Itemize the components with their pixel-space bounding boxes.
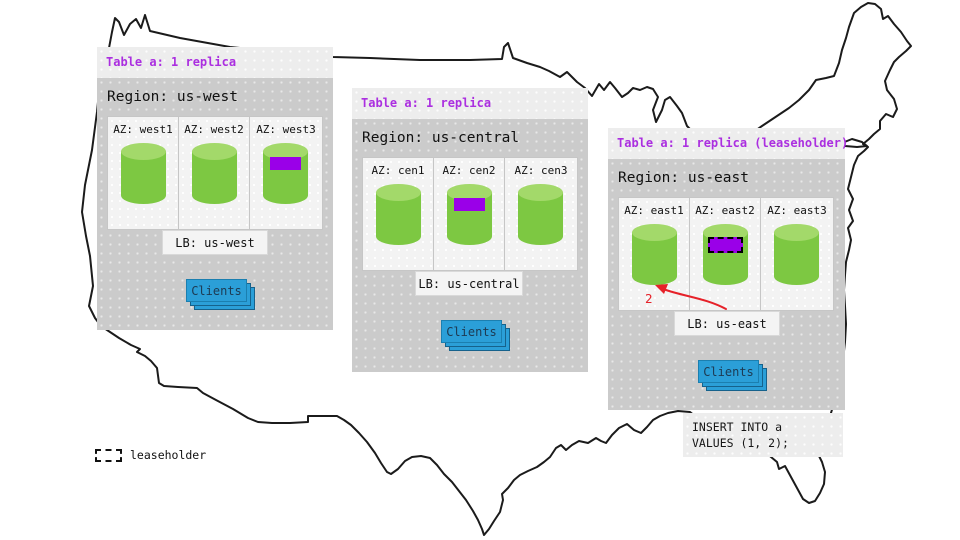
table-replica-label: Table a: 1 replica	[106, 55, 237, 69]
database-cylinder-icon	[774, 224, 819, 285]
sql-line-2: VALUES (1, 2);	[692, 436, 789, 450]
clients-button-us-central[interactable]: Clients	[441, 320, 502, 343]
az-cell-cen1: AZ: cen1	[362, 157, 434, 271]
sql-line-1: INSERT INTO a	[692, 420, 783, 434]
database-cylinder-icon	[703, 224, 748, 285]
clients-button-us-west[interactable]: Clients	[186, 279, 247, 302]
database-cylinder-icon	[447, 184, 492, 245]
az-cell-east3: AZ: east3	[760, 197, 834, 311]
region-title-us-east: Region: us-east	[618, 170, 749, 186]
region-panel-us-west: Table a: 1 replica Region: us-west AZ: w…	[97, 47, 333, 330]
az-cell-cen3: AZ: cen3	[504, 157, 578, 271]
database-cylinder-icon	[632, 224, 677, 285]
database-cylinder-icon	[518, 184, 563, 245]
database-cylinder-icon	[121, 143, 166, 204]
long-island-outline	[841, 138, 868, 148]
replica-chip	[454, 198, 485, 211]
az-cell-west2: AZ: west2	[178, 116, 250, 230]
az-strip-us-central: AZ: cen1 AZ: cen2 AZ: cen3	[362, 157, 578, 271]
table-header-us-east: Table a: 1 replica (leaseholder)	[608, 128, 849, 159]
az-label: AZ: east2	[695, 204, 755, 217]
az-label: AZ: east1	[624, 204, 684, 217]
load-balancer-us-central: LB: us-central	[415, 271, 523, 296]
database-cylinder-icon	[263, 143, 308, 204]
az-cell-cen2: AZ: cen2	[433, 157, 505, 271]
replica-chip	[270, 157, 301, 170]
az-label: AZ: cen1	[371, 164, 425, 177]
az-cell-east1: AZ: east1	[618, 197, 690, 311]
az-label: AZ: west1	[113, 123, 173, 136]
az-label: AZ: west2	[184, 123, 244, 136]
leaseholder-legend: leaseholder	[95, 448, 206, 462]
load-balancer-us-east: LB: us-east	[674, 311, 780, 336]
clients-button-us-east[interactable]: Clients	[698, 360, 759, 383]
table-header-us-west: Table a: 1 replica	[97, 47, 333, 78]
leaseholder-swatch-icon	[95, 448, 122, 462]
az-strip-us-east: AZ: east1 AZ: east2 AZ: east3	[618, 197, 834, 311]
az-cell-west1: AZ: west1	[107, 116, 179, 230]
database-cylinder-icon	[376, 184, 421, 245]
region-panel-us-central: Table a: 1 replica Region: us-central AZ…	[352, 88, 588, 372]
table-replica-leaseholder-label: Table a: 1 replica (leaseholder)	[617, 136, 849, 150]
region-panel-us-east: Table a: 1 replica (leaseholder) Region:…	[608, 128, 849, 410]
az-cell-west3: AZ: west3	[249, 116, 323, 230]
leaseholder-replica-chip	[708, 237, 743, 253]
az-label: AZ: west3	[256, 123, 316, 136]
region-title-us-west: Region: us-west	[107, 89, 238, 105]
region-title-us-central: Region: us-central	[362, 130, 520, 146]
load-balancer-us-west: LB: us-west	[162, 230, 268, 255]
sql-insert-note: INSERT INTO a VALUES (1, 2);	[683, 413, 843, 457]
az-label: AZ: cen2	[442, 164, 496, 177]
az-strip-us-west: AZ: west1 AZ: west2 AZ: west3	[107, 116, 323, 230]
az-label: AZ: east3	[767, 204, 827, 217]
az-label: AZ: cen3	[514, 164, 568, 177]
table-header-us-central: Table a: 1 replica	[352, 88, 588, 119]
az-cell-east2: AZ: east2	[689, 197, 761, 311]
legend-label: leaseholder	[130, 448, 207, 462]
database-cylinder-icon	[192, 143, 237, 204]
table-replica-label: Table a: 1 replica	[361, 96, 492, 110]
